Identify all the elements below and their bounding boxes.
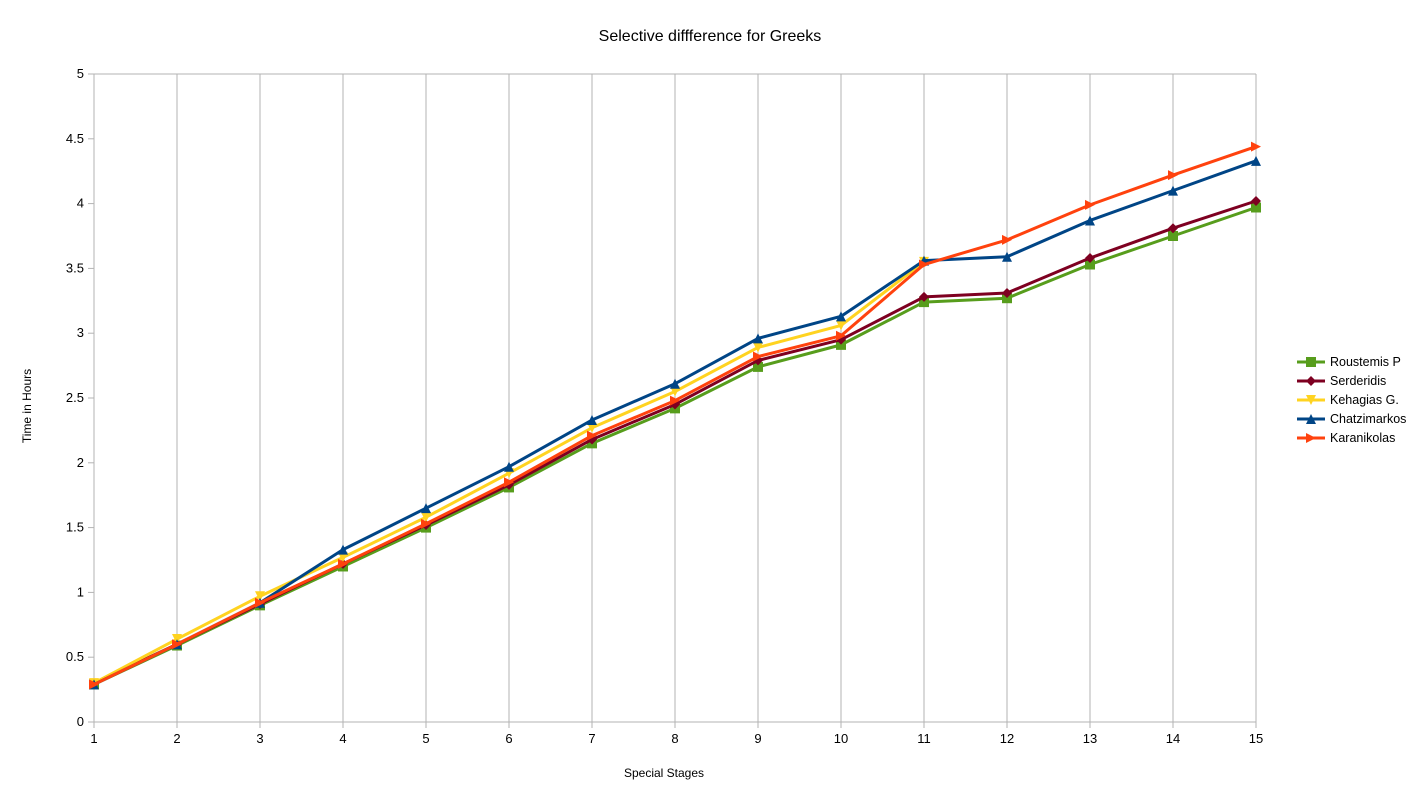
data-point [919,259,929,270]
data-point [1306,357,1316,367]
legend-item: Roustemis P [1297,355,1401,369]
x-tick-label: 15 [1249,731,1263,746]
data-point [338,552,348,563]
x-tick-label: 5 [422,731,429,746]
legend-label: Kehagias G. [1330,393,1399,407]
data-point [753,333,763,344]
data-point [1002,234,1012,245]
y-tick-label: 1 [77,584,84,599]
legend-label: Karanikolas [1330,431,1395,445]
data-point [1168,170,1178,181]
data-point [670,378,680,389]
x-tick-label: 1 [90,731,97,746]
data-point [919,297,929,308]
series-5 [89,141,1261,690]
data-point [421,518,431,529]
data-point [753,361,763,372]
data-point [89,679,99,690]
data-point [1251,155,1261,166]
x-tick-label: 8 [671,731,678,746]
data-point [504,477,514,488]
legend-item: Karanikolas [1297,431,1395,445]
legend-item: Kehagias G. [1297,393,1399,407]
x-tick-label: 11 [917,731,931,746]
data-point [836,339,846,350]
x-tick-label: 4 [339,731,346,746]
data-point [670,395,680,406]
x-tick-label: 12 [1000,731,1014,746]
y-tick-label: 5 [77,66,84,81]
x-tick-label: 10 [834,731,848,746]
data-point [919,291,929,302]
data-point [338,558,348,569]
data-point [1085,215,1095,226]
data-point [1002,288,1012,299]
x-tick-label: 9 [754,731,761,746]
y-tick-label: 3.5 [66,260,84,275]
data-point [753,351,763,362]
data-point [587,422,597,433]
legend-item: Serderidis [1297,374,1386,388]
y-tick-label: 3 [77,325,84,340]
x-tick-label: 3 [256,731,263,746]
data-point [504,461,514,472]
x-tick-label: 2 [173,731,180,746]
data-point [1168,185,1178,196]
data-point [1168,223,1178,234]
data-point [1085,259,1095,270]
data-point [836,320,846,331]
data-point [836,311,846,322]
data-point [1251,196,1261,207]
y-tick-label: 4 [77,196,84,211]
series-layer [89,141,1261,690]
legend-label: Chatzimarkos [1330,412,1406,426]
data-point [1306,414,1316,424]
y-tick-label: 4.5 [66,131,84,146]
data-point [670,386,680,397]
data-point [587,415,597,426]
series-3 [89,256,929,689]
x-axis-label: Special Stages [624,766,704,780]
legend-label: Roustemis P [1330,355,1401,369]
data-point [753,342,763,353]
legend-item: Chatzimarkos [1297,412,1406,426]
data-point [1002,251,1012,262]
y-tick-label: 2 [77,455,84,470]
grid [93,73,1257,722]
data-point [255,591,265,602]
data-point [1168,231,1178,241]
legend-label: Serderidis [1330,374,1386,388]
data-point [338,544,348,555]
data-point [172,634,182,645]
data-point [1306,376,1316,386]
x-tick-label: 14 [1166,731,1180,746]
chart-title: Selective diffference for Greeks [599,28,822,45]
data-point [255,597,265,608]
data-point [1251,141,1261,152]
data-point [1306,433,1316,443]
y-axis-label: Time in Hours [20,369,34,443]
data-point [587,430,597,441]
axes: 00.511.522.533.544.551 2 3 4 5 6 7 8 9 10 11 12 13 14… [66,66,1263,746]
data-point [1306,395,1316,405]
x-tick-label: 7 [588,731,595,746]
data-point [421,503,431,514]
data-point [1002,293,1012,304]
data-point [1085,199,1095,210]
y-tick-label: 0 [77,714,84,729]
data-point [421,512,431,523]
x-tick-label: 6 [505,731,512,746]
legend: Roustemis P Serderidis Kehagias G. Chatzima… [1297,355,1406,445]
x-tick-label: 13 [1083,731,1097,746]
y-tick-label: 0.5 [66,649,84,664]
y-tick-label: 1.5 [66,520,84,535]
y-tick-label: 2.5 [66,390,84,405]
data-point [172,639,182,650]
data-point [1251,202,1261,213]
data-point [836,330,846,341]
data-point [1085,253,1095,264]
